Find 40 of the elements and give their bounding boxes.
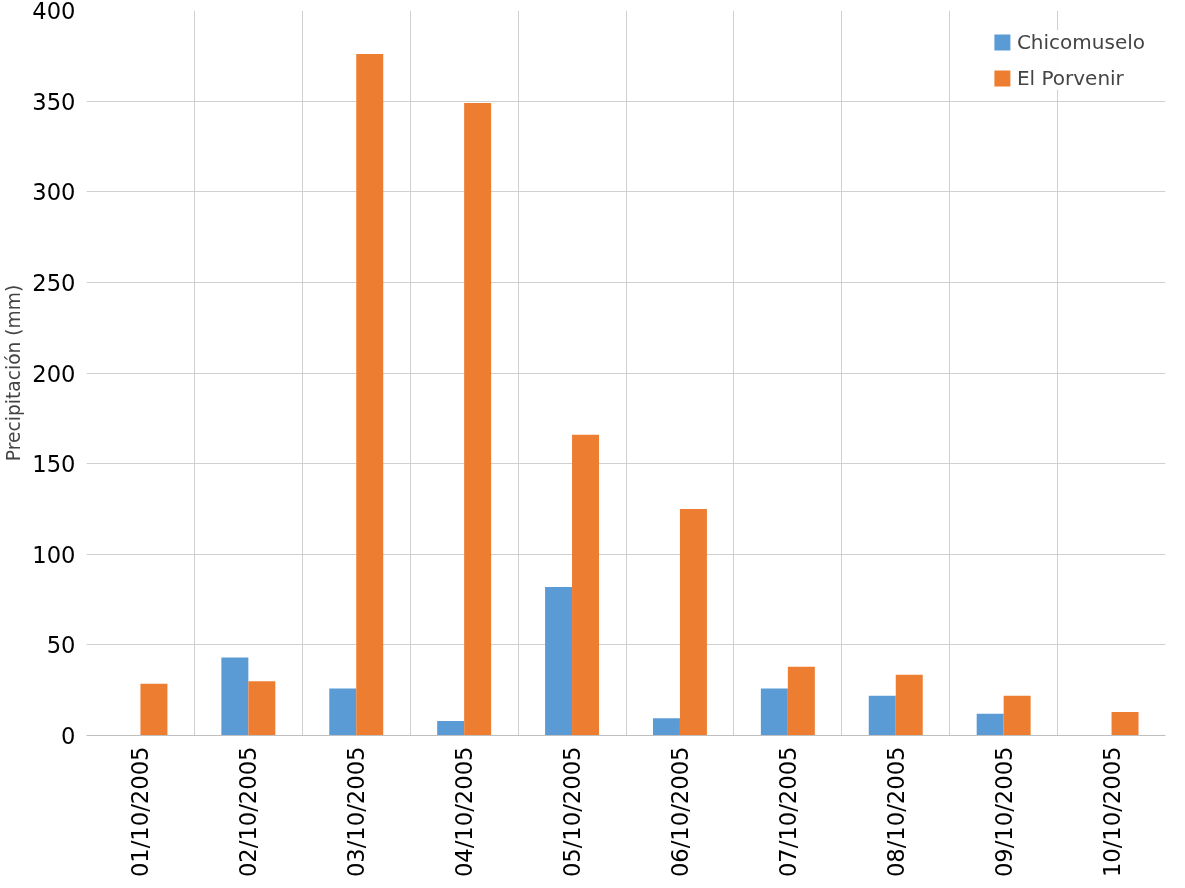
bar <box>356 54 384 736</box>
bar <box>679 508 707 736</box>
y-tick-label: 100 <box>32 541 76 568</box>
x-tick-label: 03/10/2005 <box>343 746 370 878</box>
y-axis-title: Precipitación (mm) <box>3 284 25 462</box>
bar <box>868 695 896 736</box>
x-tick-label: 05/10/2005 <box>559 746 586 878</box>
y-tick-label: 50 <box>46 632 76 659</box>
x-tick-label: 06/10/2005 <box>666 746 693 878</box>
bar <box>652 718 680 736</box>
bar <box>760 688 788 736</box>
bar <box>437 721 465 736</box>
bar <box>1111 711 1139 736</box>
bar <box>787 666 815 736</box>
x-tick-label: 10/10/2005 <box>1098 746 1125 878</box>
legend-label: El Porvenir <box>1016 66 1124 90</box>
bar <box>464 102 492 736</box>
x-tick-label: 01/10/2005 <box>127 746 154 878</box>
y-tick-label: 400 <box>32 0 76 24</box>
legend-label: Chicomuselo <box>1016 30 1145 54</box>
bar <box>1003 695 1031 736</box>
y-tick-label: 300 <box>32 179 76 206</box>
bar <box>572 434 600 736</box>
bar <box>545 586 573 736</box>
y-tick-label: 150 <box>32 451 76 478</box>
bar <box>221 657 249 736</box>
x-tick-label: 04/10/2005 <box>451 746 478 878</box>
bar <box>140 683 168 736</box>
bar <box>248 681 276 736</box>
y-tick-label: 350 <box>32 88 76 115</box>
bar <box>329 688 357 736</box>
bar <box>895 674 923 736</box>
y-tick-label: 200 <box>32 360 76 387</box>
x-tick-label: 09/10/2005 <box>990 746 1017 878</box>
y-tick-label: 250 <box>32 269 76 296</box>
x-tick-label: 08/10/2005 <box>882 746 909 878</box>
x-tick-label: 02/10/2005 <box>235 746 262 878</box>
bar <box>976 713 1004 736</box>
x-tick-label: 07/10/2005 <box>774 746 801 878</box>
y-tick-label: 0 <box>61 723 76 749</box>
